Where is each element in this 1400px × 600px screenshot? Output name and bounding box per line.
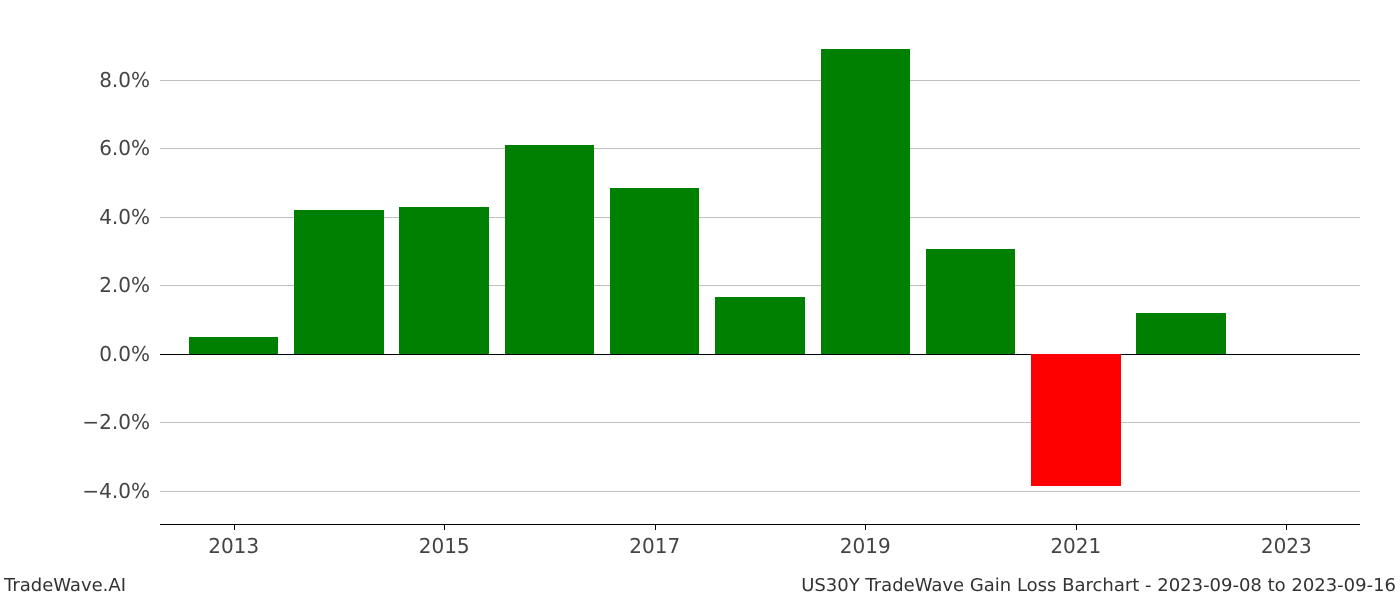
gridline [160,422,1360,423]
x-tick-mark [865,524,866,530]
y-tick-label: 2.0% [99,273,150,297]
gridline [160,148,1360,149]
footer-right-text: US30Y TradeWave Gain Loss Barchart - 202… [801,575,1396,596]
bar [1136,313,1225,354]
footer-left-text: TradeWave.AI [4,575,126,596]
x-tick-mark [1286,524,1287,530]
y-tick-label: 4.0% [99,205,150,229]
x-tick-label: 2015 [419,534,470,558]
bar [926,249,1015,353]
y-tick-label: 0.0% [99,342,150,366]
gridline [160,80,1360,81]
zero-line [160,354,1360,356]
x-tick-mark [1076,524,1077,530]
bar [1031,354,1120,486]
x-tick-label: 2013 [208,534,259,558]
y-tick-label: −2.0% [82,410,150,434]
bar [294,210,383,354]
chart-container: −4.0% −2.0% 0.0% 2.0% 4.0% 6.0% 8.0% 2013 2015 20… [0,0,1400,600]
y-tick-label: 8.0% [99,68,150,92]
bar [189,337,278,354]
x-tick-mark [234,524,235,530]
bar [715,297,804,354]
x-tick-mark [655,524,656,530]
x-tick-mark [444,524,445,530]
x-tick-label: 2019 [840,534,891,558]
y-tick-label: −4.0% [82,479,150,503]
bar [399,207,488,354]
bar [821,49,910,354]
x-tick-label: 2021 [1050,534,1101,558]
gridline [160,491,1360,492]
y-tick-label: 6.0% [99,136,150,160]
x-tick-label: 2023 [1261,534,1312,558]
bar [610,188,699,354]
bar [505,145,594,354]
plot-area: −4.0%−2.0%0.0%2.0%4.0%6.0%8.0%2013201520… [160,25,1360,525]
x-tick-label: 2017 [629,534,680,558]
